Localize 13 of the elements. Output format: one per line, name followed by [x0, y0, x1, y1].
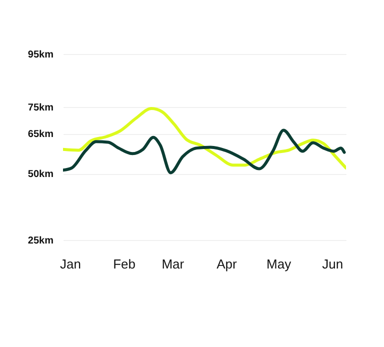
- y-tick-label: 95km: [28, 50, 54, 60]
- x-tick-label: Feb: [113, 256, 136, 272]
- y-tick-label: 25km: [28, 236, 54, 246]
- y-tick-label: 75km: [28, 102, 54, 114]
- x-tick-label: May: [266, 256, 292, 272]
- x-tick-label: Jan: [60, 256, 81, 272]
- x-tick-label: Mar: [162, 256, 185, 272]
- x-tick-label: Jun: [322, 256, 344, 272]
- y-tick-label: 65km: [28, 129, 54, 140]
- line-series: [63, 128, 346, 174]
- y-tick-label: 50km: [28, 169, 54, 180]
- x-tick-label: Apr: [216, 256, 238, 272]
- line-series: [63, 106, 346, 170]
